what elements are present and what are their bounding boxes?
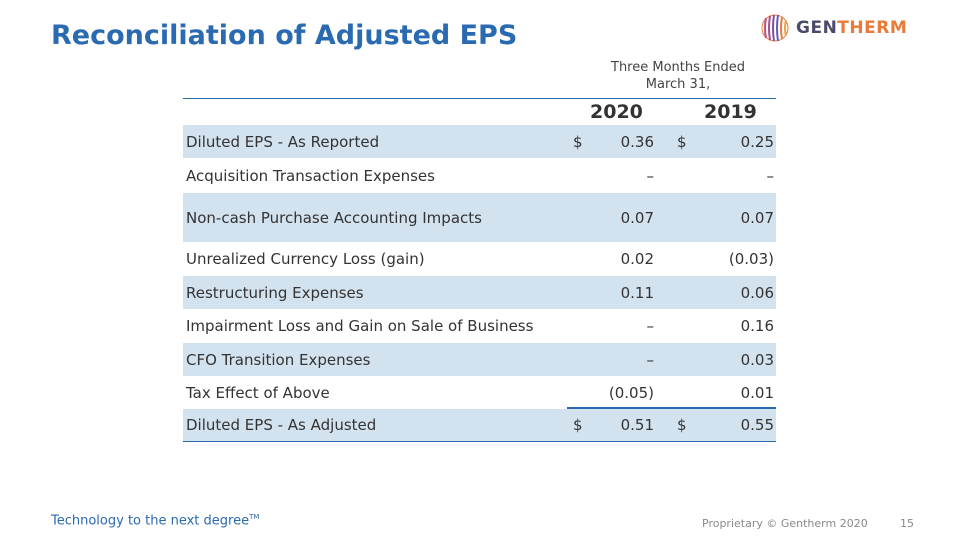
value-2019: 0.07 [740,209,774,227]
value-2020: 0.11 [620,284,654,302]
year-column-2020: 2020 [590,101,643,123]
logo-wordmark-accent: THERM [837,18,908,38]
value-2020: 0.02 [620,250,654,268]
value-2020: – [646,351,655,369]
row-label: Non-cash Purchase Accounting Impacts [186,209,482,227]
row-label: Restructuring Expenses [186,284,364,302]
row-label: Diluted EPS - As Reported [186,133,380,151]
value-2019: 0.06 [740,284,774,302]
table-row: Unrealized Currency Loss (gain) 0.02 (0.03… [183,243,776,275]
value-2019: 0.01 [740,384,774,402]
table-row: Diluted EPS - As Reported $0.36 $0.25 [183,125,776,158]
row-label: Acquisition Transaction Expenses [186,167,435,185]
value-2019: 0.16 [740,317,774,335]
value-2020: 0.51 [620,416,654,434]
value-2020: – [646,167,655,185]
currency-2019: $ [677,133,687,151]
gentherm-logo-icon [761,14,789,42]
total-separator [567,407,776,409]
table-row: Tax Effect of Above (0.05) 0.01 [183,377,776,408]
currency-2019: $ [677,416,687,434]
value-2019: 0.03 [740,351,774,369]
gentherm-logo: GENTHERM [760,14,907,42]
table-row: Acquisition Transaction Expenses – – [183,159,776,192]
table-row: Diluted EPS - As Adjusted $0.51 $0.55 [183,409,776,441]
page-title: Reconciliation of Adjusted EPS [51,20,518,51]
table-bottom-border [183,441,776,442]
value-2019: (0.03) [728,250,774,268]
period-header: Three Months Ended March 31, [580,59,776,93]
year-column-2019: 2019 [704,101,757,123]
footer-copyright: Proprietary © Gentherm 2020 [702,517,868,530]
row-label: CFO Transition Expenses [186,351,371,369]
row-label: Tax Effect of Above [186,384,330,402]
table-row: Non-cash Purchase Accounting Impacts 0.07… [183,193,776,242]
value-2019: 0.25 [740,133,774,151]
header-divider [183,98,776,99]
tagline: Technology to the next degreeTM [51,513,259,528]
tagline-text: Technology to the next degree [51,513,250,529]
logo-wordmark: GENTHERM [796,18,907,38]
page-number: 15 [900,517,914,530]
table-row: Restructuring Expenses 0.11 0.06 [183,276,776,309]
table-row: Impairment Loss and Gain on Sale of Busi… [183,310,776,342]
table-row: CFO Transition Expenses – 0.03 [183,343,776,376]
period-line2: March 31, [645,77,711,92]
value-2020: 0.07 [620,209,654,227]
currency-2020: $ [573,133,583,151]
row-label: Impairment Loss and Gain on Sale of Busi… [186,317,534,335]
value-2019: 0.55 [740,416,774,434]
value-2019: – [766,167,775,185]
logo-wordmark-prefix: GEN [796,18,838,38]
value-2020: (0.05) [608,384,654,402]
value-2020: 0.36 [620,133,654,151]
trademark-mark: TM [249,513,260,521]
row-label: Diluted EPS - As Adjusted [186,416,377,434]
currency-2020: $ [573,416,583,434]
period-line1: Three Months Ended [611,60,745,75]
value-2020: – [646,317,655,335]
row-label: Unrealized Currency Loss (gain) [186,250,425,268]
